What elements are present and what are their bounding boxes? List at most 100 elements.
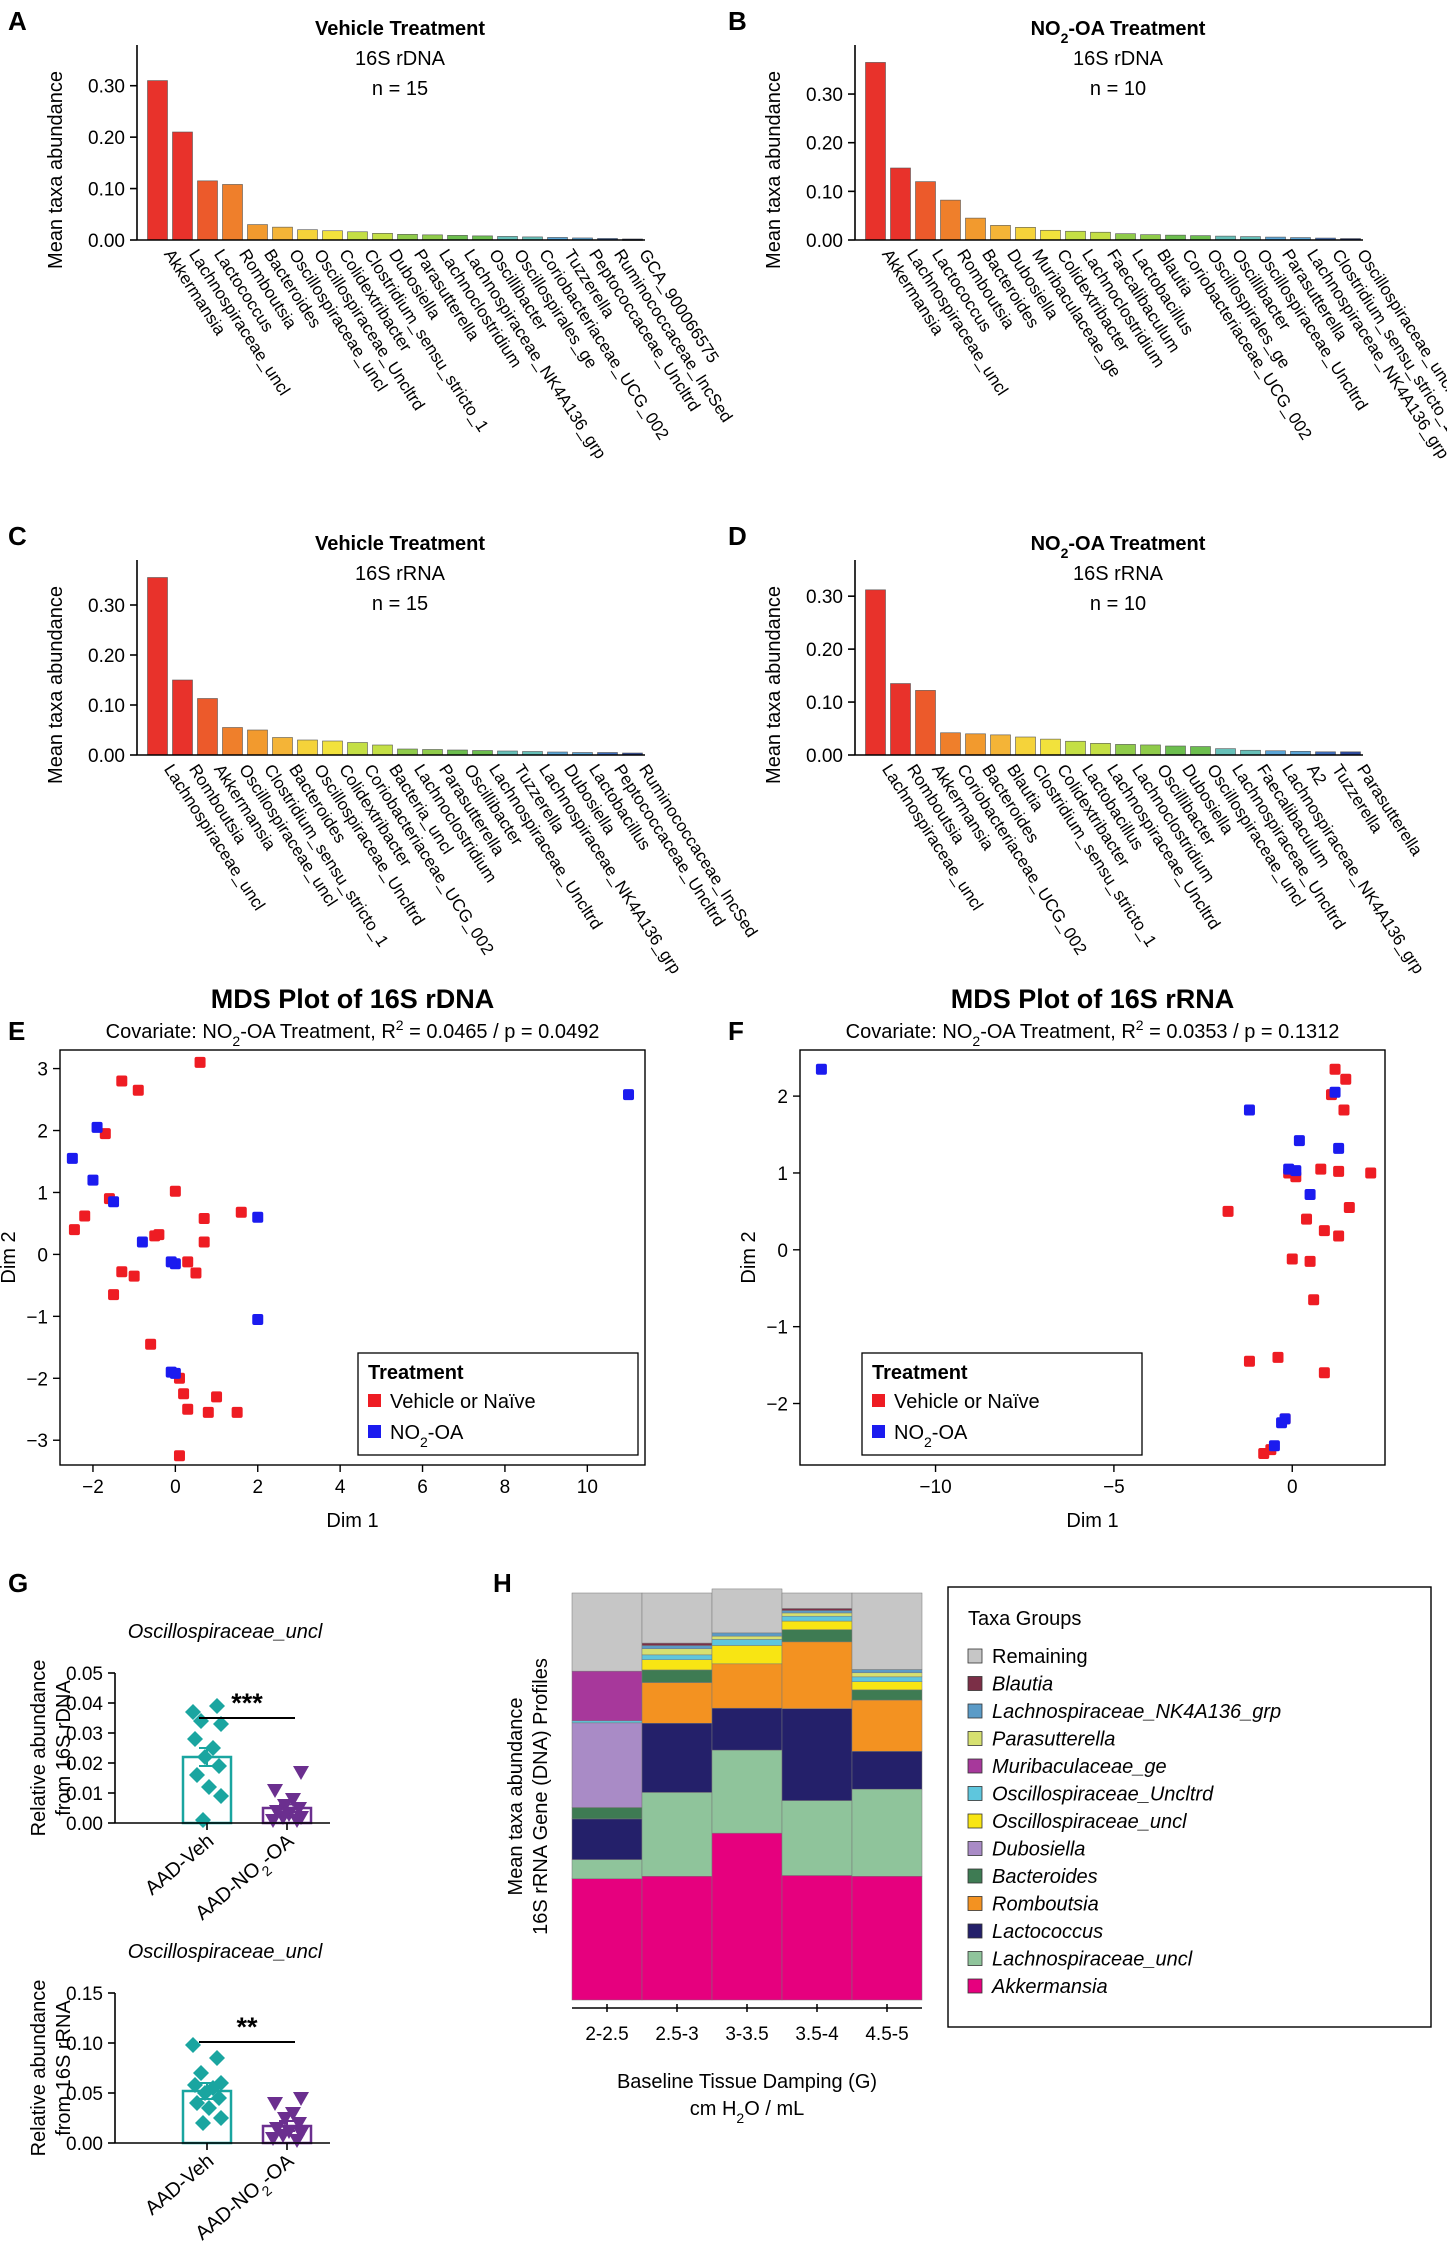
bar: [965, 217, 986, 241]
legend-swatch-no2oa: [872, 1425, 885, 1438]
no2oa-point: [267, 1784, 283, 1798]
veh-point: [209, 1698, 225, 1714]
y-tick-label: 0.30: [88, 596, 125, 617]
legend-swatch: [967, 1841, 983, 1856]
y-tick-label: 0.04: [66, 1694, 103, 1715]
chart-sample-size: n = 15: [372, 593, 428, 615]
chart-title: NO2-OA Treatment: [1031, 533, 1206, 561]
legend-label-no2oa: NO2-OA: [390, 1422, 464, 1450]
legend-label: Romboutsia: [992, 1894, 1099, 1916]
x-tick-label: 4.5-5: [865, 2024, 908, 2045]
vehicle-point: [1365, 1167, 1377, 1179]
panel-label-C: C: [8, 521, 27, 551]
y-tick-label: 0.10: [806, 182, 843, 203]
bar: [1040, 738, 1061, 756]
legend-box: [861, 1352, 1143, 1456]
y-tick-label: 0.15: [66, 1984, 103, 2005]
legend-label-vehicle: Vehicle or Naïve: [390, 1391, 536, 1413]
stack-segment: [571, 1670, 643, 1722]
stack-segment: [571, 1818, 643, 1860]
legend-label: Lachnospiraceae_uncl: [992, 1949, 1193, 1971]
legend-swatch-no2oa: [368, 1425, 381, 1438]
vehicle-point: [1333, 1230, 1345, 1242]
chart-title: Oscillospiraceae_uncl: [128, 1621, 323, 1643]
chart-sample-size: n = 15: [372, 78, 428, 100]
veh-point: [187, 2077, 203, 2093]
vehicle-point: [128, 1270, 140, 1282]
stack-segment: [851, 1751, 923, 1790]
no2oa-point: [169, 1367, 181, 1379]
x-tick-label: 10: [577, 1477, 598, 1498]
bar: [297, 739, 318, 756]
x-axis-label: Baseline Tissue Damping (G): [617, 2071, 877, 2093]
vehicle-point: [116, 1075, 128, 1087]
x-tick-label: 0: [1287, 1477, 1298, 1498]
bar: [940, 732, 961, 756]
veh-point: [189, 2095, 205, 2111]
veh-point: [211, 1758, 227, 1774]
vehicle-point: [1301, 1213, 1313, 1225]
vehicle-point: [145, 1338, 157, 1350]
y-tick-label: 0.03: [66, 1724, 103, 1745]
veh-point: [195, 1812, 211, 1828]
stack-segment: [641, 1669, 713, 1683]
y-tick-label: 2: [37, 1122, 48, 1143]
vehicle-point: [1258, 1447, 1270, 1459]
no2oa-point: [1268, 1440, 1280, 1452]
stack-segment: [711, 1632, 783, 1637]
y-axis-label: Relative abundance: [28, 1980, 50, 2157]
x-tick-label: 0: [170, 1477, 181, 1498]
bar: [322, 740, 343, 756]
bar: [222, 184, 243, 241]
no2oa-point: [1276, 1417, 1288, 1429]
vehicle-point: [108, 1289, 120, 1301]
bar: [915, 690, 936, 756]
legend-swatch-vehicle: [872, 1394, 885, 1407]
y-axis-label: from 16S rRNA: [53, 2000, 75, 2136]
legend-swatch: [967, 1813, 983, 1829]
stack-segment: [711, 1639, 783, 1646]
legend-swatch: [967, 1703, 983, 1719]
stack-segment: [781, 1612, 853, 1617]
bar: [1190, 746, 1211, 756]
legend-title: Taxa Groups: [968, 1608, 1081, 1630]
veh-point: [213, 2110, 229, 2126]
legend-label: Akkermansia: [991, 1976, 1108, 1998]
y-tick-label: 0.10: [806, 693, 843, 714]
veh-point: [193, 2065, 209, 2081]
vehicle-point: [1222, 1205, 1234, 1217]
no2oa-point: [265, 1814, 281, 1828]
legend-label-no2oa: NO2-OA: [894, 1422, 968, 1450]
stack-segment: [641, 1682, 713, 1724]
x-tick-label: 3-3.5: [725, 2024, 768, 2045]
stack-segment: [781, 1875, 853, 2001]
no2oa-point: [1290, 1165, 1302, 1177]
y-tick-label: 0.01: [66, 1784, 103, 1805]
stack-segment: [851, 1788, 923, 1877]
vehicle-point: [202, 1406, 214, 1418]
y-tick-label: 0.10: [88, 180, 125, 201]
vehicle-point: [178, 1388, 190, 1400]
no2oa-point: [285, 2107, 301, 2121]
vehicle-point: [198, 1212, 210, 1224]
x-tick-label: −5: [1103, 1477, 1125, 1498]
stack-segment: [641, 1659, 713, 1671]
stack-segment: [641, 1654, 713, 1660]
y-tick-label: −3: [26, 1431, 48, 1452]
bar: [865, 589, 886, 756]
stack-segment: [571, 1722, 643, 1808]
stack-segment: [781, 1620, 853, 1630]
stack-segment: [851, 1699, 923, 1752]
legend-label: Parasutterella: [992, 1729, 1115, 1751]
stack-segment: [711, 1749, 783, 1834]
bar: [1065, 740, 1086, 756]
vehicle-point: [1286, 1253, 1298, 1265]
legend-swatch: [967, 1951, 983, 1966]
legend-swatch: [967, 1923, 983, 1939]
panel-c-bar-chart: Vehicle Treatment 16S rRNA n = 15 0.00 0.10 0…: [45, 533, 761, 977]
bar: [1015, 227, 1036, 241]
bar: [147, 80, 168, 241]
bar: [347, 742, 368, 756]
